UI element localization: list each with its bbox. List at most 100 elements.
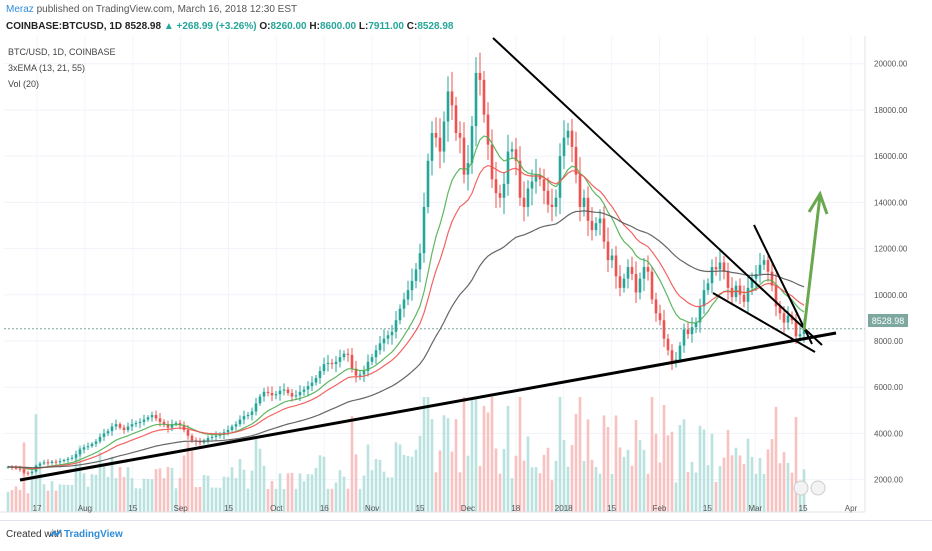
- volume-bar: [38, 467, 42, 512]
- candle-body: [170, 424, 174, 428]
- volume-bar: [86, 486, 90, 512]
- candle-body: [398, 308, 402, 321]
- volume-bar: [194, 487, 198, 512]
- volume-bar: [602, 415, 606, 512]
- candle-body: [494, 179, 498, 194]
- volume-bar: [26, 493, 30, 512]
- volume-bar: [566, 466, 570, 512]
- volume-bar: [54, 490, 58, 512]
- candle-body: [538, 174, 542, 180]
- candle-body: [274, 394, 278, 396]
- candle-body: [78, 449, 82, 455]
- candle-body: [230, 426, 234, 430]
- legend-volume[interactable]: Vol (20): [8, 79, 40, 89]
- volume-bar: [590, 459, 594, 512]
- volume-bar: [106, 476, 110, 512]
- legend-ema[interactable]: 3xEMA (13, 21, 55): [8, 63, 86, 73]
- author-link[interactable]: Meraz: [6, 4, 34, 15]
- volume-bar: [730, 455, 734, 512]
- us-flag-event-icon[interactable]: [810, 480, 826, 496]
- volume-bar: [546, 447, 550, 512]
- candle-body: [522, 197, 526, 207]
- candle-body: [714, 267, 718, 270]
- candle-body: [114, 424, 118, 427]
- low-value: 7911.00: [368, 21, 404, 32]
- candle-body: [130, 424, 134, 427]
- candle-body: [162, 421, 166, 425]
- price-change: ▲ +268.99 (+3.26%): [163, 21, 257, 32]
- volume-bar: [410, 456, 414, 512]
- volume-bar: [82, 473, 86, 512]
- candle-body: [258, 396, 262, 404]
- candle-body: [410, 280, 414, 291]
- candle-body: [766, 260, 770, 272]
- price-axis[interactable]: 2000.00 4000.00 6000.00 8000.00 10000.00 1200…: [864, 36, 908, 512]
- candle-body: [510, 149, 514, 152]
- event-icons[interactable]: [793, 480, 826, 496]
- volume-bar: [166, 466, 170, 512]
- candle-body: [754, 274, 758, 279]
- candle-body: [622, 278, 626, 288]
- volume-bar: [78, 445, 82, 512]
- candle-body: [122, 427, 126, 430]
- volume-bar: [770, 439, 774, 512]
- volume-bar: [494, 448, 498, 512]
- volume-bar: [758, 458, 762, 512]
- candle-body: [406, 290, 410, 300]
- volume-bar: [282, 488, 286, 512]
- projection-arrow-head: [807, 190, 829, 215]
- us-flag-event-icon[interactable]: [793, 480, 809, 496]
- last-price-tag-box: [868, 314, 908, 327]
- volume-bar: [486, 412, 490, 512]
- volume-bar: [774, 406, 778, 512]
- chart-background: [0, 36, 932, 516]
- volume-bar: [746, 438, 750, 512]
- x-tick-label: 16: [320, 504, 329, 513]
- y-tick-label: 10000.00: [874, 291, 908, 300]
- candle-body: [390, 331, 394, 336]
- volume-bar: [762, 473, 766, 512]
- volume-bar: [670, 431, 674, 512]
- chart-legend: BTC/USD, 1D, COINBASE 3xEMA (13, 21, 55)…: [8, 44, 116, 92]
- candle-body: [634, 274, 638, 293]
- volume-bar: [562, 440, 566, 512]
- volume-bar: [474, 397, 478, 512]
- candle-body: [42, 462, 46, 464]
- volume-bar: [334, 482, 338, 512]
- tradingview-brand-link[interactable]: TradingView: [64, 529, 123, 540]
- candle-body: [186, 429, 190, 436]
- volume-bar: [630, 465, 634, 512]
- volume-bar: [610, 473, 614, 512]
- candle-body: [670, 350, 674, 362]
- candle-body: [226, 429, 230, 433]
- candle-body: [298, 391, 302, 396]
- price-chart[interactable]: 2000.00 4000.00 6000.00 8000.00 10000.00 1200…: [0, 36, 932, 516]
- volume-bar: [198, 487, 202, 512]
- symbol-name: COINBASE:BTCUSD, 1D: [6, 21, 123, 32]
- candle-body: [318, 371, 322, 378]
- candle-body: [666, 338, 670, 351]
- candle-body: [470, 126, 474, 164]
- time-axis[interactable]: 17 Aug 15 Sep 15 Oct 16 Nov 15 Dec 18 2018 15 Feb 15 Ma…: [0, 504, 865, 513]
- volume-bar: [298, 473, 302, 512]
- volume-bar: [174, 488, 178, 512]
- x-tick-label: 15: [224, 504, 233, 513]
- candle-body: [778, 306, 782, 314]
- candle-body: [290, 393, 294, 397]
- candle-body: [502, 183, 506, 198]
- volume-bar: [418, 435, 422, 512]
- candle-body: [66, 458, 70, 461]
- candle-body: [638, 278, 642, 293]
- volume-bar: [462, 397, 466, 512]
- candle-body: [450, 91, 454, 106]
- volume-bar: [338, 470, 342, 512]
- volume-bar: [438, 450, 442, 512]
- candle-body: [794, 320, 798, 337]
- volume-bar: [782, 452, 786, 512]
- candle-body: [750, 278, 754, 288]
- candle-body: [590, 220, 594, 231]
- volume-bar: [390, 477, 394, 512]
- candle-body: [578, 174, 582, 207]
- volume-bar: [466, 455, 470, 512]
- candle-body: [786, 315, 790, 323]
